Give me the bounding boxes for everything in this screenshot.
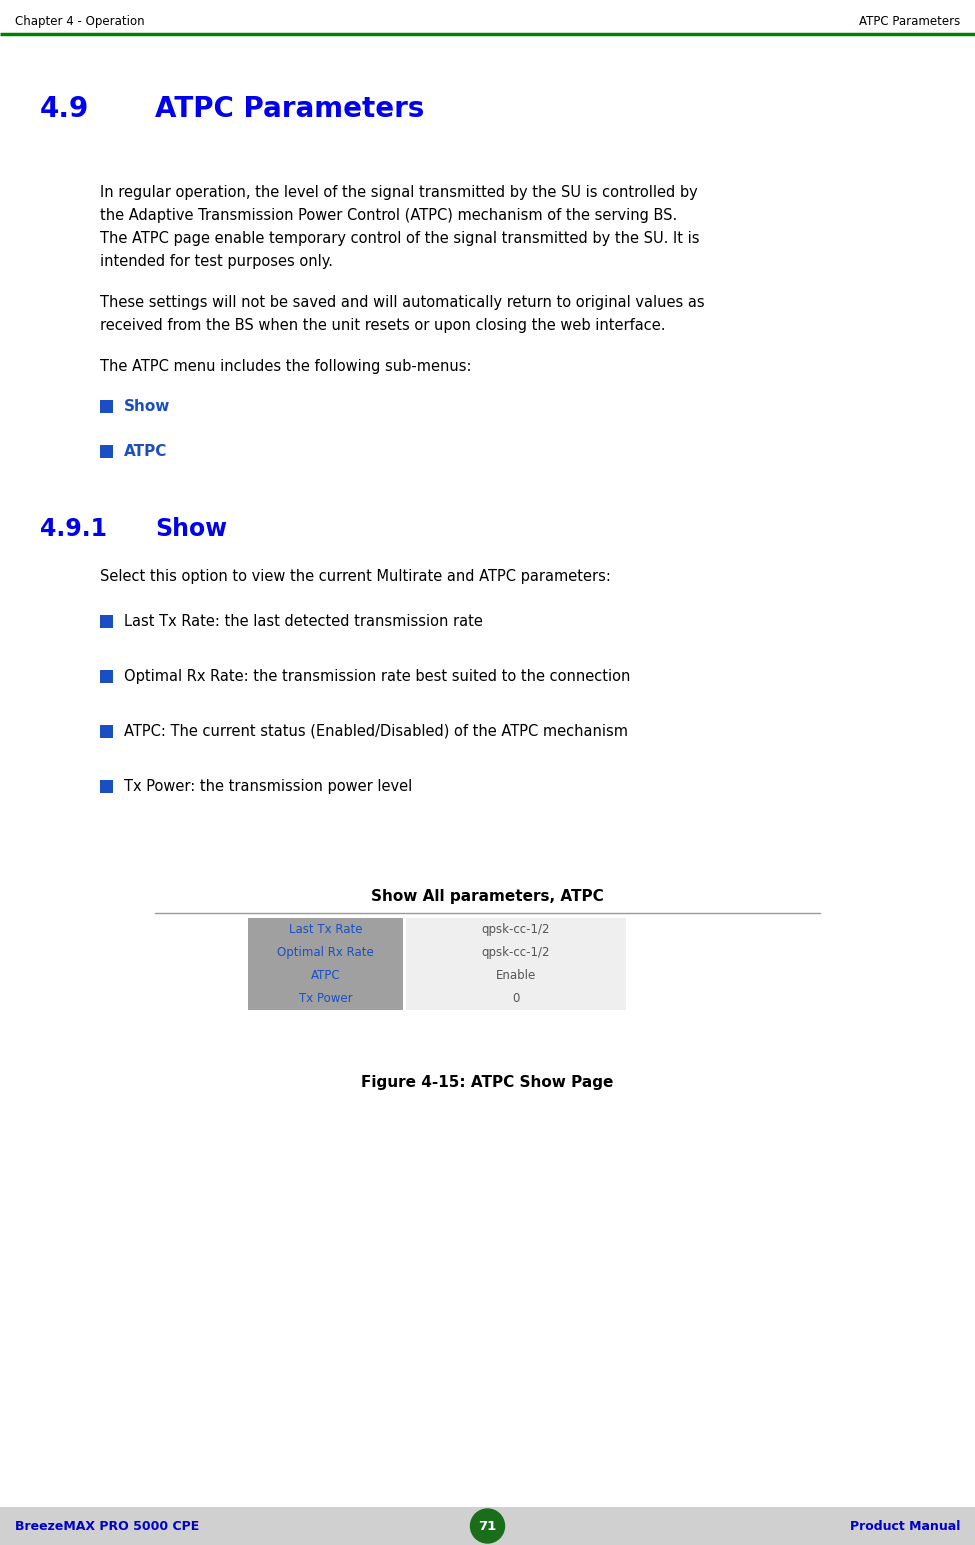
Bar (248, 987, 403, 1010)
Text: Show: Show (124, 399, 171, 414)
Bar (100, 615, 113, 627)
Bar (406, 918, 626, 941)
Text: ATPC: ATPC (124, 443, 168, 459)
Bar (406, 987, 626, 1010)
Text: 71: 71 (479, 1519, 496, 1533)
Text: received from the BS when the unit resets or upon closing the web interface.: received from the BS when the unit reset… (100, 318, 666, 334)
Circle shape (471, 1509, 504, 1543)
Text: Optimal Rx Rate: the transmission rate best suited to the connection: Optimal Rx Rate: the transmission rate b… (124, 669, 631, 684)
Bar (248, 964, 403, 987)
Text: Show: Show (155, 518, 227, 541)
Text: Product Manual: Product Manual (849, 1519, 960, 1533)
Text: Tx Power: the transmission power level: Tx Power: the transmission power level (124, 779, 412, 794)
Text: ATPC Parameters: ATPC Parameters (859, 15, 960, 28)
Text: the Adaptive Transmission Power Control (ATPC) mechanism of the serving BS.: the Adaptive Transmission Power Control … (100, 209, 678, 222)
Text: qpsk-cc-1/2: qpsk-cc-1/2 (482, 946, 550, 959)
Text: ATPC: The current status (Enabled/Disabled) of the ATPC mechanism: ATPC: The current status (Enabled/Disabl… (124, 725, 628, 739)
Bar (100, 780, 113, 793)
Text: ATPC: ATPC (311, 969, 340, 983)
Text: 0: 0 (512, 992, 520, 1004)
Text: Show All parameters, ATPC: Show All parameters, ATPC (371, 888, 604, 904)
Text: Enable: Enable (496, 969, 536, 983)
Text: Last Tx Rate: Last Tx Rate (289, 922, 363, 936)
Text: In regular operation, the level of the signal transmitted by the SU is controlle: In regular operation, the level of the s… (100, 185, 698, 199)
Text: These settings will not be saved and will automatically return to original value: These settings will not be saved and wil… (100, 295, 705, 311)
Bar (248, 918, 403, 941)
Bar (100, 725, 113, 739)
Text: intended for test purposes only.: intended for test purposes only. (100, 253, 333, 269)
Bar (0, 1506, 975, 1545)
Bar (100, 445, 113, 457)
Text: 4.9.1: 4.9.1 (40, 518, 107, 541)
Text: 4.9: 4.9 (40, 94, 90, 124)
Bar (248, 941, 403, 964)
Bar (406, 964, 626, 987)
Text: The ATPC menu includes the following sub-menus:: The ATPC menu includes the following sub… (100, 358, 472, 374)
Bar (406, 941, 626, 964)
Text: Tx Power: Tx Power (298, 992, 352, 1004)
Text: Select this option to view the current Multirate and ATPC parameters:: Select this option to view the current M… (100, 569, 611, 584)
Text: Optimal Rx Rate: Optimal Rx Rate (277, 946, 373, 959)
Text: The ATPC page enable temporary control of the signal transmitted by the SU. It i: The ATPC page enable temporary control o… (100, 232, 699, 246)
Text: BreezeMAX PRO 5000 CPE: BreezeMAX PRO 5000 CPE (15, 1519, 199, 1533)
Bar (100, 671, 113, 683)
Text: qpsk-cc-1/2: qpsk-cc-1/2 (482, 922, 550, 936)
Text: Last Tx Rate: the last detected transmission rate: Last Tx Rate: the last detected transmis… (124, 613, 483, 629)
Text: ATPC Parameters: ATPC Parameters (155, 94, 424, 124)
Text: Chapter 4 - Operation: Chapter 4 - Operation (15, 15, 144, 28)
Bar (100, 400, 113, 413)
Text: Figure 4-15: ATPC Show Page: Figure 4-15: ATPC Show Page (362, 1075, 613, 1091)
